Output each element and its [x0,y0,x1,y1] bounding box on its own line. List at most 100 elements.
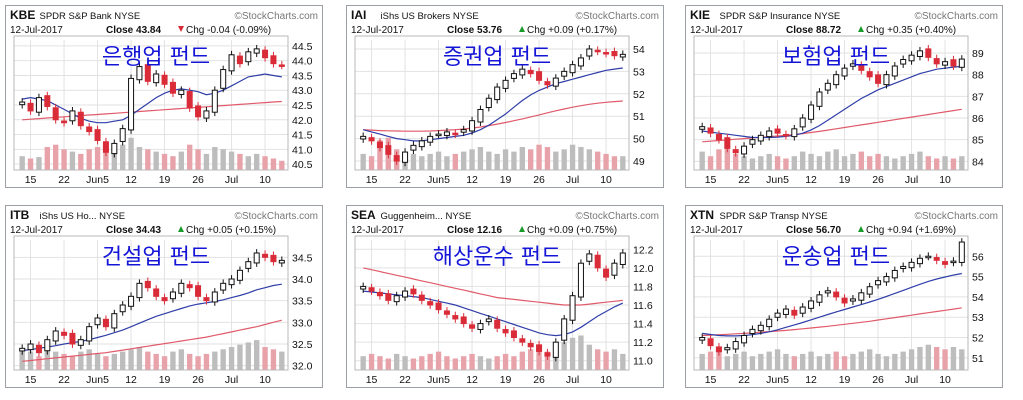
candle-body [900,265,907,270]
volume-bar [94,353,101,370]
x-tick-label: 26 [192,174,204,186]
candle-body [402,290,409,298]
volume-bar [120,144,126,170]
volume-bar [178,349,184,370]
candle-body [111,142,118,155]
y-tick-label: 88 [972,70,984,82]
candle-body [908,54,915,62]
candle-body [35,97,42,113]
candle-body [569,295,576,321]
candle-body [27,343,34,351]
chart-svg: 49 50 51 52 53 54 15 22 Jun5 12 19 26 Jul 10 IAI iShs U… [351,8,659,186]
candle-body [808,104,815,120]
candle-body [942,61,949,66]
candle-body [111,313,118,329]
candle-body [586,48,593,57]
x-tick-label: 22 [738,374,750,386]
candle-body [782,133,789,137]
x-tick-label: 19 [500,374,512,386]
volume-bar [850,353,856,370]
volume-bar [724,147,730,170]
close-label: Close 34.43 [106,225,161,236]
candle-body [757,324,764,332]
candle-body [866,286,873,295]
candle-body [77,339,84,346]
x-tick-label: 19 [839,174,851,186]
candle-body [368,287,375,292]
candle-body [925,255,932,259]
moving-average-short [22,73,282,124]
overlay-title: 해상운수 펀드 [433,245,561,270]
candle-body [908,261,915,269]
candle-body [824,82,831,91]
candle-body [245,261,252,269]
candle-body [435,302,442,311]
candle-body [536,71,543,81]
candle-body [510,73,517,79]
volume-bar [892,353,898,370]
symbol-label: ITB [10,208,30,222]
x-tick-label: 10 [259,174,271,186]
x-tick-label: Jul [905,374,918,386]
candle-body [427,135,434,143]
candle-body [849,63,856,67]
x-tick-label: 19 [159,174,171,186]
volume-bar [220,149,226,170]
volume-bar [128,349,134,370]
volume-bar [867,156,873,170]
y-tick-label: 11.0 [633,356,653,368]
volume-bar [611,156,618,170]
chart-panel-xtn: 51 52 53 54 55 56 15 22 Jun5 12 19 26 Jul 10 XTN SPDR S… [685,205,1003,388]
x-tick-label: Jun5 [427,174,450,186]
x-tick-label: Jun5 [766,174,789,186]
volume-bar [477,356,484,370]
candle-body [443,131,450,136]
x-tick-label: 22 [399,174,411,186]
candle-body [195,285,202,297]
candle-body [933,58,940,65]
candle-body [385,145,392,155]
date-label: 12-Jul-2017 [10,225,63,236]
date-label: 12-Jul-2017 [10,25,63,36]
candle-body [253,48,260,54]
candle-body [866,71,873,78]
x-tick-label: 12 [805,374,817,386]
moving-average-long [363,100,623,132]
watermark-label: ©StockCharts.com [914,211,998,222]
candle-body [119,128,126,142]
candle-body [144,280,151,289]
volume-bar [841,156,848,170]
chart-svg: 84 85 86 87 88 89 15 22 Jun5 12 19 26 Jul 10 KIE SPDR S… [690,8,998,186]
volume-bar [377,140,383,170]
candle-body [858,64,865,71]
candle-body [925,48,932,58]
volume-bar [19,349,25,370]
volume-bar [220,349,226,370]
volume-bar [766,351,772,370]
volume-bar [595,349,601,370]
plot-frame [13,35,289,171]
candle-body [849,298,856,302]
volume-bar [187,144,193,170]
volume-bar [279,351,285,370]
volume-bar [477,147,484,170]
x-tick-label: 22 [738,174,750,186]
volume-bar [883,156,890,170]
volume-bar [245,156,251,170]
close-label: Close 56.70 [786,225,841,236]
volume-bar [94,147,101,170]
volume-bar [519,351,525,370]
volume-bar [86,149,92,170]
candle-body [178,89,185,95]
volume-bar [245,342,251,370]
candle-body [52,107,59,121]
candle-body [102,141,109,153]
moving-average-long [702,108,962,143]
volume-bars [360,137,626,170]
plot-frame [354,35,630,171]
volume-bar [78,153,84,170]
volume-bars [699,344,965,370]
x-tick-label: 12 [125,374,137,386]
volume-bar [377,356,383,370]
candle-body [715,133,722,141]
